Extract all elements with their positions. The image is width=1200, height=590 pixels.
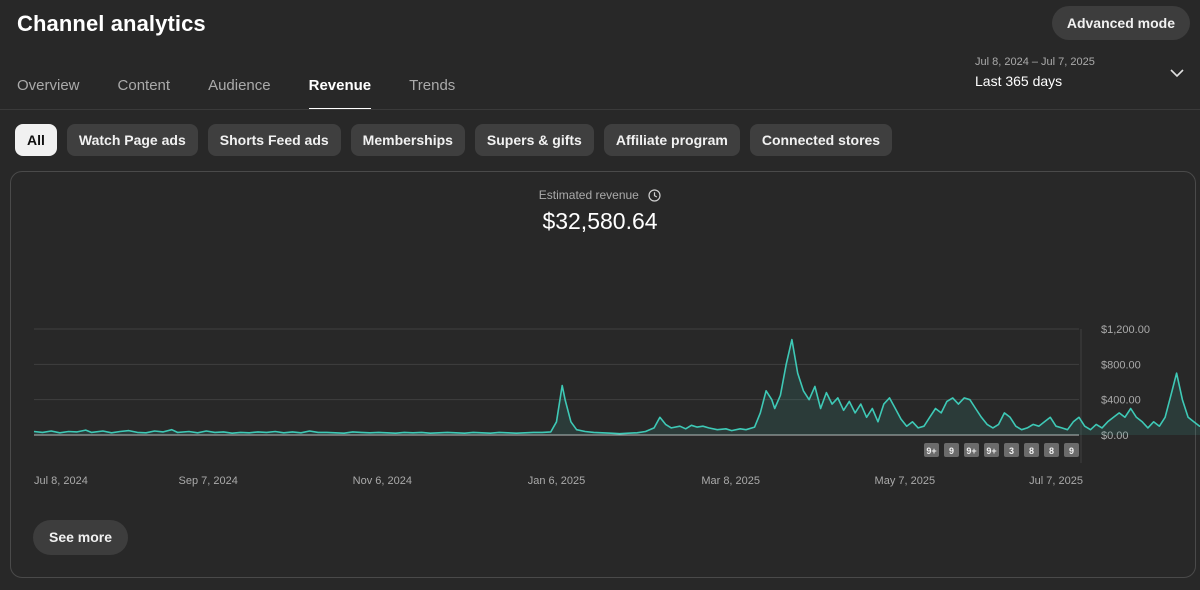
advanced-mode-button[interactable]: Advanced mode [1051, 6, 1190, 40]
annotation-badge [1044, 443, 1059, 457]
annotation-badge-label: 9 [1069, 446, 1074, 456]
filter-chip-watch-page-ads[interactable]: Watch Page ads [66, 124, 198, 156]
revenue-chart-card [10, 171, 1196, 578]
x-tick-label: Mar 8, 2025 [701, 475, 760, 487]
date-range-selector[interactable]: Jul 8, 2024 – Jul 7, 2025 Last 365 days [975, 56, 1190, 96]
annotation-badge-label: 9+ [986, 446, 996, 456]
see-more-button[interactable]: See more [33, 520, 129, 555]
annotation-badge [1004, 443, 1019, 457]
filter-chip-all[interactable]: All [15, 124, 57, 156]
x-tick-label: Jul 8, 2024 [34, 475, 88, 487]
annotation-badge-label: 8 [1049, 446, 1054, 456]
filter-chip-shorts-feed-ads[interactable]: Shorts Feed ads [207, 124, 341, 156]
filter-chip-memberships[interactable]: Memberships [350, 124, 465, 156]
tab-divider [0, 109, 1200, 110]
date-range-label: Last 365 days [975, 73, 1063, 89]
revenue-filter-chips: All Watch Page ads Shorts Feed ads Membe… [15, 124, 902, 156]
annotation-badge-label: 9 [949, 446, 954, 456]
metric-value: $32,580.64 [542, 208, 658, 234]
x-tick-label: Jan 6, 2025 [528, 475, 586, 487]
y-tick-label: $800.00 [1101, 359, 1141, 371]
annotation-badge [984, 443, 999, 457]
x-tick-label: Sep 7, 2024 [178, 475, 237, 487]
filter-chip-connected-stores[interactable]: Connected stores [749, 124, 893, 156]
filter-chip-affiliate-program[interactable]: Affiliate program [603, 124, 740, 156]
tab-content[interactable]: Content [117, 77, 171, 94]
tab-trends[interactable]: Trends [409, 77, 456, 94]
annotation-badge [1064, 443, 1079, 457]
tab-overview[interactable]: Overview [17, 77, 80, 94]
y-tick-label: $0.00 [1101, 430, 1129, 442]
metric-label: Estimated revenue [0, 188, 1200, 202]
filter-chip-supers-gifts[interactable]: Supers & gifts [474, 124, 594, 156]
page-title: Channel analytics [17, 11, 206, 36]
annotation-badge-label: 3 [1009, 446, 1014, 456]
annotation-badge [1024, 443, 1039, 457]
annotation-badge-label: 9+ [926, 446, 936, 456]
x-tick-label: May 7, 2025 [875, 475, 936, 487]
date-range-dates: Jul 8, 2024 – Jul 7, 2025 [975, 56, 1095, 68]
annotation-badge [964, 443, 979, 457]
clock-icon[interactable] [648, 189, 661, 202]
x-tick-label: Jul 7, 2025 [1029, 475, 1083, 487]
revenue-line [33, 338, 1200, 435]
y-tick-label: $400.00 [1101, 395, 1141, 407]
y-tick-label: $1,200.00 [1101, 324, 1150, 336]
annotation-badge [924, 443, 939, 457]
annotation-badge-label: 8 [1029, 446, 1034, 456]
revenue-area [34, 339, 1200, 435]
annotation-badge-label: 9+ [966, 446, 976, 456]
annotation-badge [944, 443, 959, 457]
x-tick-label: Nov 6, 2024 [353, 475, 412, 487]
metric-label-text: Estimated revenue [538, 188, 639, 202]
chevron-down-icon [1170, 69, 1184, 78]
tab-audience[interactable]: Audience [208, 77, 271, 94]
